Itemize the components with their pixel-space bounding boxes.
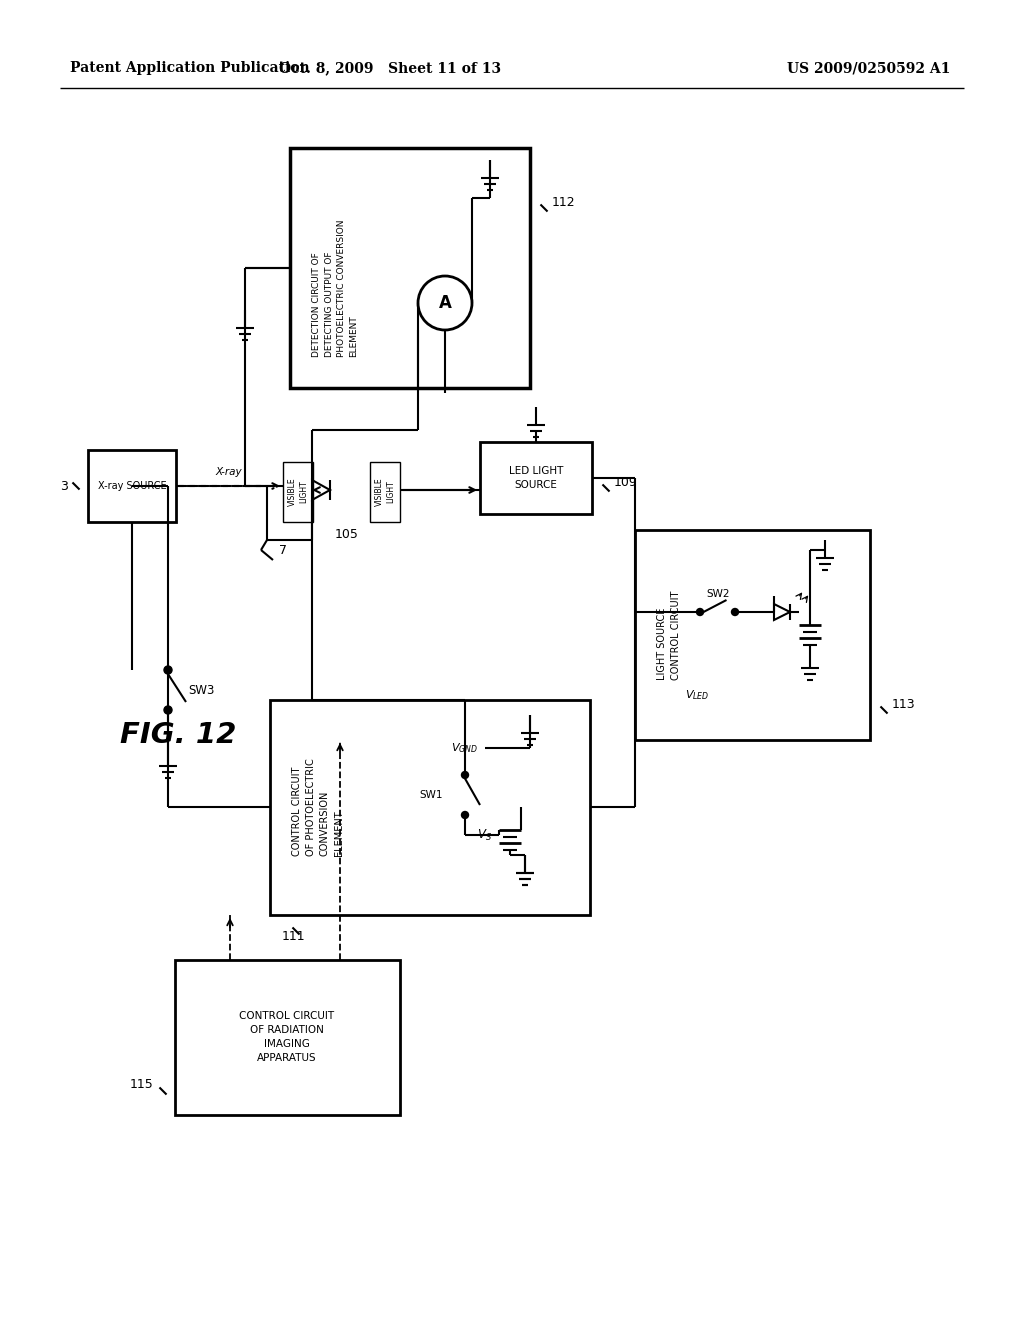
Text: 3: 3 — [60, 479, 68, 492]
Text: X-ray: X-ray — [216, 467, 243, 477]
Bar — [480, 442, 592, 513]
Text: CONTROL CIRCUIT
OF RADIATION
IMAGING
APPARATUS: CONTROL CIRCUIT OF RADIATION IMAGING APP… — [240, 1011, 335, 1063]
Text: 113: 113 — [892, 698, 915, 711]
Circle shape — [462, 771, 469, 779]
Text: $V_{GND}$: $V_{GND}$ — [452, 741, 478, 755]
Circle shape — [164, 706, 172, 714]
Circle shape — [164, 667, 172, 675]
Text: LED LIGHT
SOURCE: LED LIGHT SOURCE — [509, 466, 563, 490]
Text: 112: 112 — [552, 197, 575, 210]
Text: LIGHT SOURCE
CONTROL CIRCUIT: LIGHT SOURCE CONTROL CIRCUIT — [657, 590, 681, 680]
Text: Oct. 8, 2009   Sheet 11 of 13: Oct. 8, 2009 Sheet 11 of 13 — [279, 61, 501, 75]
Bar — [635, 531, 870, 741]
Text: 111: 111 — [282, 931, 305, 944]
Text: 109: 109 — [614, 477, 638, 490]
Bar — [370, 462, 400, 521]
Text: DETECTION CIRCUIT OF
DETECTING OUTPUT OF
PHOTOELECTRIC CONVERSION
ELEMENT: DETECTION CIRCUIT OF DETECTING OUTPUT OF… — [312, 219, 358, 356]
Circle shape — [462, 812, 469, 818]
Text: 105: 105 — [335, 528, 358, 541]
Circle shape — [696, 609, 703, 615]
Text: Patent Application Publication: Patent Application Publication — [70, 61, 309, 75]
Text: SW3: SW3 — [188, 684, 214, 697]
Text: SW1: SW1 — [420, 789, 443, 800]
Bar — [88, 450, 176, 521]
Text: $V_{LED}$: $V_{LED}$ — [685, 688, 710, 702]
Text: SW2: SW2 — [707, 589, 730, 599]
Text: US 2009/0250592 A1: US 2009/0250592 A1 — [786, 61, 950, 75]
Circle shape — [731, 609, 738, 615]
Bar — [270, 700, 590, 915]
Bar — [290, 148, 530, 388]
Text: VISIBLE
LIGHT: VISIBLE LIGHT — [375, 478, 395, 507]
Text: $V_S$: $V_S$ — [477, 828, 493, 842]
Text: 7: 7 — [279, 544, 287, 557]
Text: A: A — [438, 294, 452, 312]
Text: VISIBLE
LIGHT: VISIBLE LIGHT — [288, 478, 308, 507]
Text: FIG. 12: FIG. 12 — [120, 721, 237, 748]
Bar — [283, 462, 313, 521]
Text: CONTROL CIRCUIT
OF PHOTOELECTRIC
CONVERSION
ELEMENT: CONTROL CIRCUIT OF PHOTOELECTRIC CONVERS… — [292, 758, 344, 855]
Text: 115: 115 — [129, 1078, 153, 1092]
Text: X-ray SOURCE: X-ray SOURCE — [97, 480, 166, 491]
Bar — [175, 960, 400, 1115]
